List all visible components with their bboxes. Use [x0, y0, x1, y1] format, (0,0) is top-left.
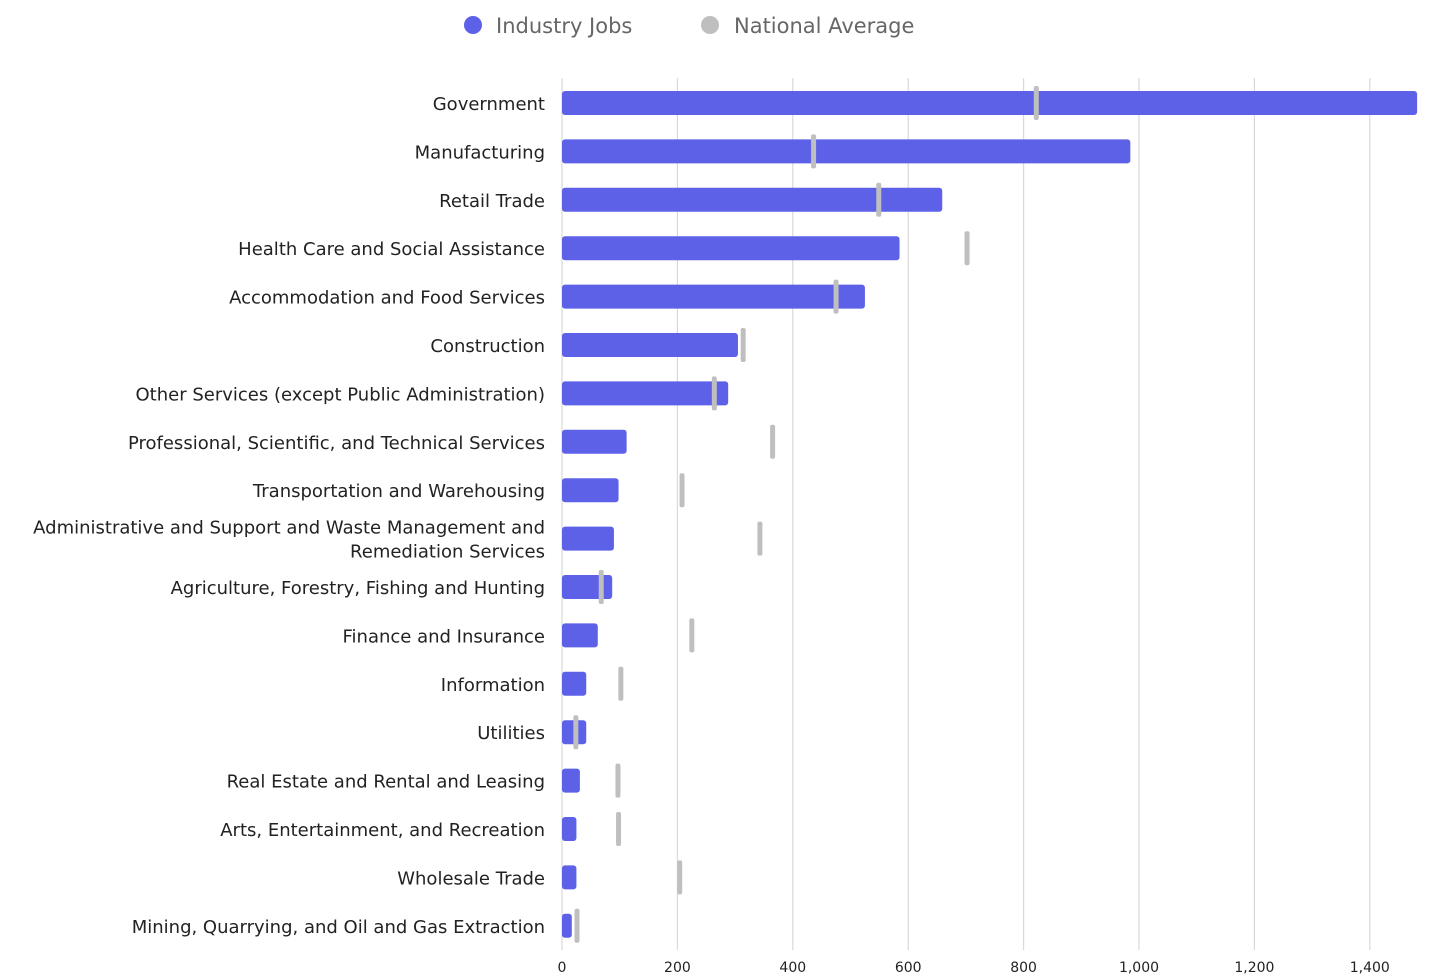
marker-national-average	[616, 812, 622, 846]
legend-label-2: National Average	[734, 14, 914, 38]
category-label: Accommodation and Food Services	[229, 288, 545, 309]
legend-swatch-1	[464, 16, 482, 34]
category-label: Construction	[430, 336, 545, 357]
category-label: Arts, Entertainment, and Recreation	[220, 820, 545, 841]
marker-national-average	[618, 666, 624, 701]
category-label: Information	[441, 675, 545, 696]
marker-national-average	[770, 424, 776, 459]
marker-national-average	[833, 279, 839, 314]
marker-national-average	[574, 908, 580, 943]
bar-industry-jobs	[562, 623, 598, 648]
marker-national-average	[740, 328, 746, 362]
bar-industry-jobs	[562, 91, 1418, 115]
category-label: Administrative and Support and Waste Man…	[33, 518, 545, 563]
x-tick-label: 1,400	[1350, 960, 1390, 976]
bars-group	[562, 86, 1418, 943]
marker-national-average	[876, 182, 882, 217]
legend-label-1: Industry Jobs	[496, 14, 632, 38]
bar-industry-jobs	[562, 478, 619, 503]
category-label: Other Services (except Public Administra…	[136, 384, 545, 405]
category-label: Mining, Quarrying, and Oil and Gas Extra…	[132, 917, 545, 938]
bar-industry-jobs	[562, 381, 729, 406]
category-label: Government	[433, 94, 545, 115]
category-label: Utilities	[477, 723, 545, 744]
category-label: Transportation and Warehousing	[252, 481, 545, 502]
bar-industry-jobs	[562, 817, 577, 841]
marker-national-average	[573, 715, 579, 750]
marker-national-average	[811, 134, 817, 169]
category-label: Manufacturing	[415, 142, 545, 163]
marker-national-average	[757, 521, 763, 556]
x-tick-label: 1,200	[1234, 960, 1274, 976]
category-label: Retail Trade	[439, 191, 545, 212]
x-tick-label: 200	[664, 960, 691, 976]
x-axis-ticks: 0 200 400 600 800 1,000 1,200 1,400	[558, 960, 1390, 976]
marker-national-average	[615, 763, 621, 798]
category-label: Finance and Insurance	[343, 626, 545, 647]
x-tick-label: 800	[1010, 960, 1037, 976]
bar-industry-jobs	[562, 284, 865, 309]
bar-industry-jobs	[562, 139, 1131, 164]
legend-swatch-2	[701, 16, 719, 34]
marker-national-average	[677, 860, 683, 895]
marker-national-average	[598, 570, 604, 604]
bar-industry-jobs	[562, 187, 943, 212]
bar-industry-jobs	[562, 526, 614, 551]
marker-national-average	[689, 618, 695, 653]
bar-industry-jobs	[562, 333, 738, 357]
x-tick-label: 1,000	[1119, 960, 1159, 976]
bar-industry-jobs	[562, 575, 613, 599]
category-label: Agriculture, Forestry, Fishing and Hunti…	[171, 578, 545, 599]
marker-national-average	[1033, 86, 1039, 120]
bar-industry-jobs	[562, 429, 627, 454]
marker-national-average	[679, 473, 685, 508]
marker-national-average	[964, 231, 970, 266]
legend: Industry Jobs National Average	[464, 14, 914, 38]
category-label: Health Care and Social Assistance	[238, 239, 545, 260]
marker-national-average	[711, 376, 717, 411]
bar-industry-jobs	[562, 865, 577, 890]
x-tick-label: 400	[779, 960, 806, 976]
bar-industry-jobs	[562, 671, 587, 696]
bar-industry-jobs	[562, 236, 900, 261]
bar-industry-jobs	[562, 768, 580, 793]
category-labels: Government Manufacturing Retail Trade Healt…	[33, 94, 545, 938]
gridlines	[561, 78, 1371, 950]
category-label: Wholesale Trade	[397, 868, 545, 889]
category-label: Real Estate and Rental and Leasing	[227, 772, 545, 793]
x-tick-label: 600	[895, 960, 922, 976]
x-tick-label: 0	[558, 960, 567, 976]
bar-industry-jobs	[562, 913, 572, 938]
category-label: Professional, Scientific, and Technical …	[128, 433, 545, 454]
